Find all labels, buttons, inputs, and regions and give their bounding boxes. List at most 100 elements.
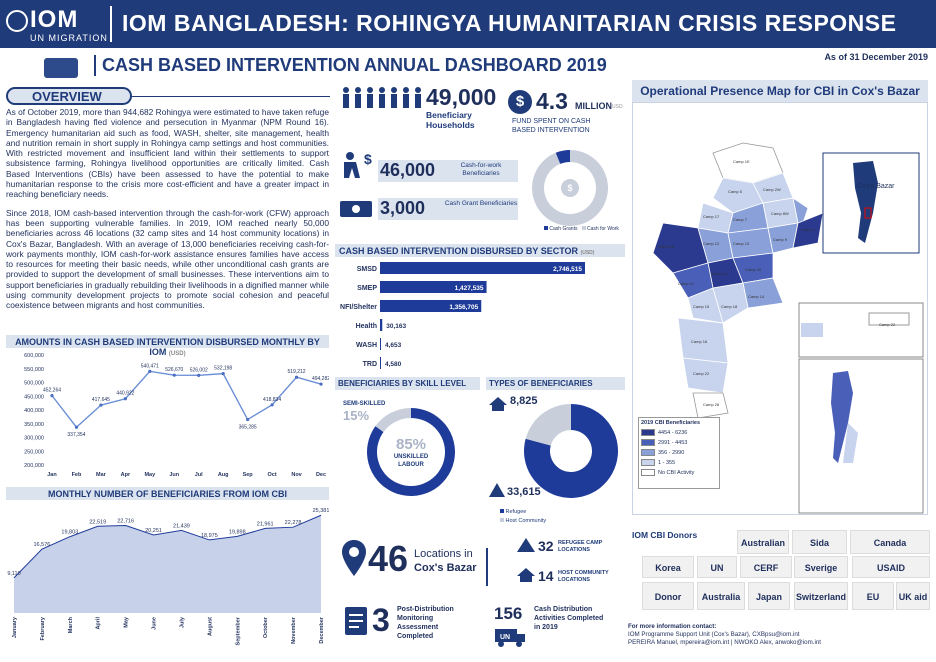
x-tick-label: February — [40, 616, 46, 640]
svg-text:Camp 10: Camp 10 — [745, 267, 762, 272]
unskilled-label: UNSKILLED — [393, 454, 429, 460]
data-label: 22,716 — [117, 519, 134, 525]
data-label: 337,354 — [67, 432, 85, 438]
data-label: 22,278 — [285, 520, 302, 526]
grant-box — [378, 198, 518, 220]
series-line — [51, 370, 322, 429]
donor-logo: Korea — [642, 556, 694, 578]
semi-skilled-label: SEMI-SKILLED — [343, 401, 386, 407]
as-of-date: As of 31 December 2019 — [824, 52, 928, 62]
unskilled-pct: 85% — [395, 436, 427, 453]
svg-text:Camp 18: Camp 18 — [721, 304, 738, 309]
legend-refugee: Refugee — [500, 508, 546, 517]
households-label: Beneficiary Households — [426, 110, 475, 130]
overview-divider — [132, 96, 330, 97]
host-community-count: 8,825 — [510, 395, 538, 407]
y-tick-label: 200,000 — [24, 463, 44, 469]
data-point — [197, 373, 201, 377]
monitoring-count: 3 — [372, 602, 390, 638]
data-point — [50, 394, 54, 398]
svg-text:$: $ — [364, 151, 372, 167]
data-label: 494,282 — [312, 376, 329, 382]
sector-value: 1,356,705 — [449, 304, 478, 311]
donut-segment — [532, 150, 608, 226]
data-label: 519,212 — [288, 369, 306, 375]
donor-logo: Sverige — [794, 556, 848, 578]
page-title: IOM BANGLADESH: ROHINGYA HUMANITARIAN CR… — [122, 10, 897, 36]
legend-row-4: 1 - 355 — [641, 459, 717, 466]
y-tick-label: 550,000 — [24, 367, 44, 373]
contact-info: For more information contact: IOM Progra… — [628, 623, 932, 647]
monthly-beneficiaries-chart-title: MONTHLY NUMBER OF BENEFICIARIES FROM IOM… — [6, 487, 329, 500]
donor-logo: USAID — [852, 556, 930, 578]
semi-skilled-pct: 15% — [343, 408, 370, 423]
donor-logo: CERF — [740, 556, 792, 578]
data-point — [99, 403, 103, 407]
household-people-icon — [343, 87, 421, 108]
legend-host: Host Community — [500, 517, 546, 526]
data-label: 20,251 — [145, 528, 162, 534]
skill-level-title: BENEFICIARIES BY SKILL LEVEL — [335, 377, 480, 390]
worker-icon: $ — [344, 151, 372, 178]
data-point — [172, 373, 176, 377]
monthly-beneficiaries-area-chart: 9,110 January 16,576 February 19,803 March 22,… — [7, 508, 329, 645]
monitoring-label: Post-Distribution Monitoring Assessment … — [397, 606, 454, 640]
svg-text:Camp 4: Camp 4 — [801, 227, 816, 232]
legend-row-1: 4454 - 6236 — [641, 429, 717, 436]
clipboard-icon — [345, 607, 367, 635]
overview-paragraph-2: Since 2018, IOM cash-based intervention … — [6, 207, 329, 311]
data-point — [123, 397, 127, 401]
sector-label: NFI/Shelter — [340, 304, 377, 311]
donut-segment — [375, 408, 411, 433]
header-divider — [110, 6, 112, 42]
data-label: 440,922 — [116, 391, 134, 397]
funds-label: FUND SPENT ON CASH BASED INTERVENTION — [512, 118, 591, 134]
sector-label: Health — [356, 323, 377, 330]
banknote-icon — [340, 201, 372, 217]
data-label: 540,471 — [141, 363, 159, 369]
overview-heading: OVERVIEW — [6, 87, 132, 105]
camp-label: REFUGEE CAMP LOCATIONS — [558, 540, 603, 553]
y-tick-label: 250,000 — [24, 449, 44, 455]
cfw-label: Cash-for-work Beneficiaries — [460, 162, 502, 177]
data-label: 526,670 — [165, 367, 183, 373]
donor-logo: Canada — [850, 530, 930, 554]
donut-segment — [525, 404, 571, 446]
sector-bar — [380, 357, 381, 369]
skill-level-donut — [367, 408, 455, 496]
donor-logo: EU Humanitarian Aid — [852, 582, 894, 610]
svg-text:Camp 13: Camp 13 — [733, 241, 750, 246]
location-pin-icon — [342, 540, 366, 576]
operational-presence-map: Camp 1E Camp 5 Camp 2W Camp 17 Camp 7 Camp 8… — [652, 142, 924, 514]
data-point — [74, 425, 79, 429]
y-tick-label: 600,000 — [24, 353, 44, 359]
y-tick-label: 350,000 — [24, 422, 44, 428]
donor-logo: UK aid — [896, 582, 930, 610]
inset-label: Cox's Bazar — [857, 183, 895, 190]
x-tick-label: December — [319, 616, 325, 643]
beneficiary-types-title: TYPES OF BENEFICIARIES — [486, 377, 625, 390]
activities-label: Cash Distribution Activities Completed i… — [534, 606, 604, 631]
sector-bar — [380, 338, 381, 350]
funds-unit: MILLION — [575, 101, 612, 111]
sector-label: SMSD — [357, 266, 377, 273]
host-house-icon — [517, 568, 535, 582]
house-icon — [489, 397, 507, 411]
data-label: 18,975 — [201, 533, 218, 539]
svg-text:UN: UN — [500, 634, 510, 641]
donut-segment — [555, 150, 570, 164]
svg-text:Camp 22: Camp 22 — [879, 322, 896, 327]
svg-text:Camp 5: Camp 5 — [728, 189, 743, 194]
legend-row-3: 356 - 2990 — [641, 449, 717, 456]
donor-logo: UN — [697, 556, 737, 578]
x-tick-label: April — [96, 617, 102, 630]
svg-text:Camp 7: Camp 7 — [733, 217, 748, 222]
svg-text:Camp 2W: Camp 2W — [763, 187, 781, 192]
svg-text:Camp 26: Camp 26 — [703, 402, 720, 407]
svg-text:Camp 16: Camp 16 — [691, 339, 708, 344]
iom-logo: IOM — [30, 6, 79, 33]
y-tick-label: 300,000 — [24, 436, 44, 442]
x-tick-label: November — [291, 616, 297, 644]
host-location-count: 14 — [538, 568, 554, 584]
data-point — [148, 369, 152, 373]
